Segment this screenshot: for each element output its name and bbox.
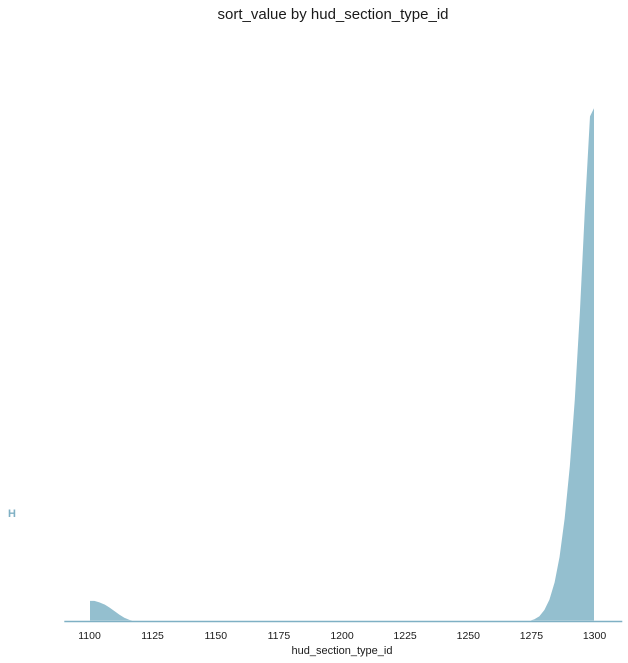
x-tick-label: 1225 xyxy=(393,630,417,642)
chart-title: sort_value by hud_section_type_id xyxy=(218,6,449,23)
x-axis-ticks: 1100 1125 1150 1175 1200 1225 1250 1275 1300 xyxy=(78,630,606,642)
x-tick-label: 1275 xyxy=(520,630,544,642)
x-tick-label: 1100 xyxy=(78,630,101,642)
x-tick-label: 1300 xyxy=(583,630,607,642)
row-label-h: H xyxy=(8,508,16,520)
x-axis-label: hud_section_type_id xyxy=(292,645,393,657)
x-tick-label: 1200 xyxy=(330,630,354,642)
x-tick-label: 1250 xyxy=(457,630,481,642)
plot-area: H xyxy=(8,105,623,623)
x-tick-label: 1125 xyxy=(141,630,164,642)
density-area-h xyxy=(89,105,595,622)
x-tick-label: 1175 xyxy=(268,630,291,642)
x-tick-label: 1150 xyxy=(205,630,228,642)
